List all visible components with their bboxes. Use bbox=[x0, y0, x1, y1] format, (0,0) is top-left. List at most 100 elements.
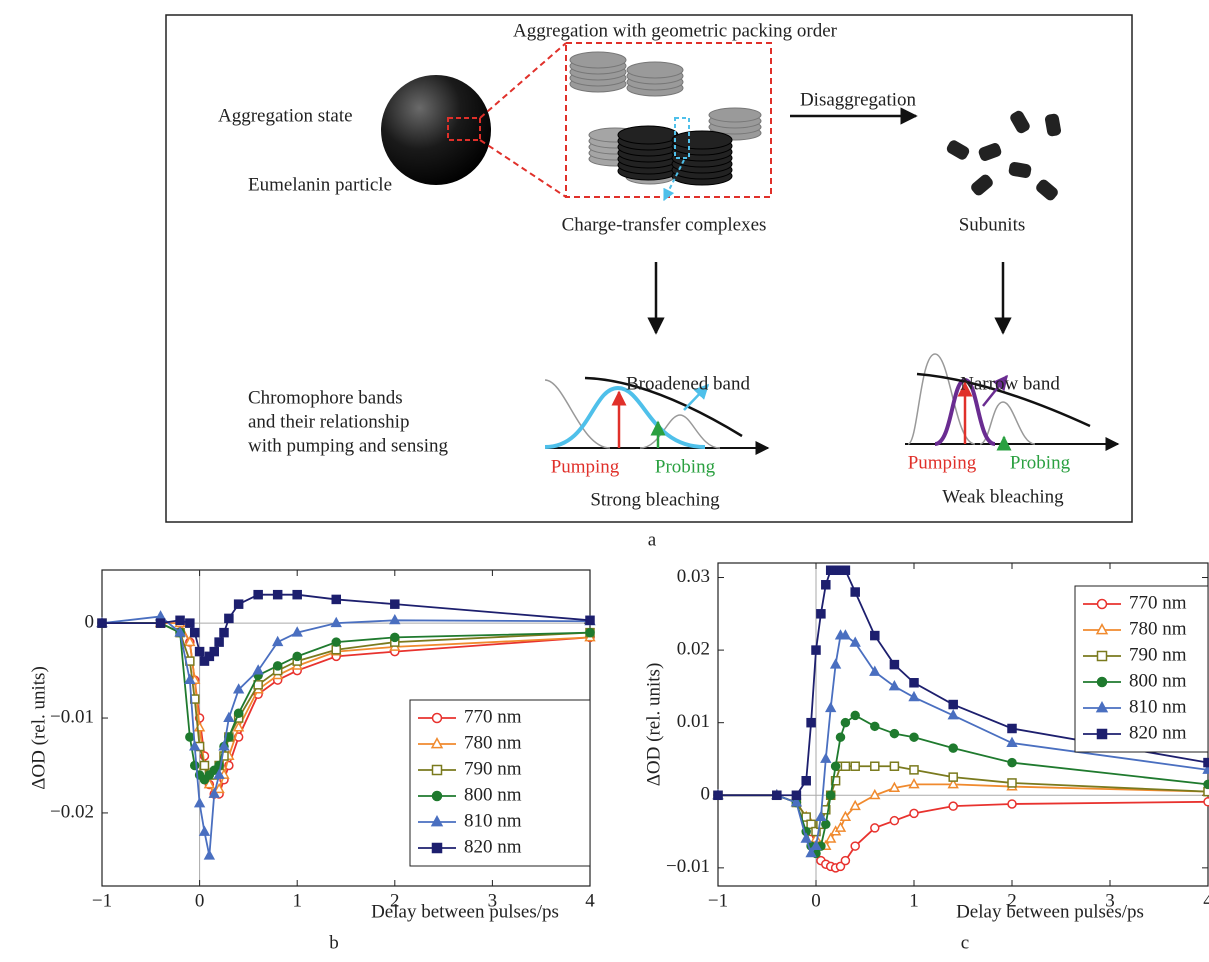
marker bbox=[194, 646, 205, 657]
label: Subunits bbox=[959, 214, 1026, 235]
legend-label: 770 nm bbox=[1129, 592, 1187, 613]
marker bbox=[208, 787, 220, 798]
y-tick-label: 0.02 bbox=[677, 638, 710, 659]
y-axis-label: ΔOD (rel. units) bbox=[643, 663, 664, 787]
legend-label: 780 nm bbox=[1129, 618, 1187, 639]
marker bbox=[193, 797, 206, 808]
y-tick-label: 0 bbox=[701, 784, 711, 805]
marker bbox=[889, 659, 900, 670]
panel-frame bbox=[165, 14, 1133, 523]
marker bbox=[330, 616, 342, 628]
marker bbox=[1095, 623, 1109, 635]
label: Chromophore bands bbox=[248, 387, 403, 408]
disc bbox=[617, 125, 679, 145]
marker bbox=[825, 701, 837, 713]
marker bbox=[840, 717, 851, 728]
label: Eumelanin particle bbox=[248, 174, 392, 195]
disc bbox=[671, 130, 733, 150]
marker bbox=[224, 613, 234, 624]
marker bbox=[189, 760, 200, 771]
marker bbox=[811, 826, 821, 837]
marker bbox=[829, 658, 842, 669]
marker bbox=[233, 599, 244, 609]
legend-label: 820 nm bbox=[464, 836, 522, 857]
marker bbox=[806, 717, 816, 728]
marker bbox=[232, 721, 245, 732]
marker bbox=[888, 680, 901, 691]
marker bbox=[870, 630, 880, 641]
marker bbox=[1007, 723, 1017, 734]
marker bbox=[909, 808, 919, 819]
x-tick-label: 2 bbox=[390, 890, 400, 911]
diagram: Aggregation with geometric packing order… bbox=[165, 14, 1133, 550]
marker bbox=[585, 627, 595, 638]
label: Probing bbox=[655, 456, 716, 477]
marker bbox=[185, 732, 195, 742]
label: Disaggregation bbox=[800, 89, 917, 110]
disc bbox=[569, 51, 627, 69]
label: with pumping and sensing bbox=[248, 435, 449, 456]
marker bbox=[889, 761, 900, 771]
legend-label: 800 nm bbox=[464, 784, 522, 805]
marker bbox=[214, 637, 224, 647]
x-tick-label: 1 bbox=[909, 890, 919, 911]
label: Probing bbox=[1010, 452, 1071, 473]
marker bbox=[218, 740, 230, 751]
label: Weak bleaching bbox=[942, 486, 1064, 507]
marker bbox=[1096, 598, 1108, 610]
subunit bbox=[1044, 113, 1062, 137]
legend-label: 810 nm bbox=[464, 810, 522, 831]
x-tick-label: −1 bbox=[92, 890, 112, 911]
marker bbox=[213, 768, 225, 779]
marker bbox=[800, 832, 812, 843]
marker bbox=[291, 626, 303, 637]
marker bbox=[909, 765, 919, 775]
marker bbox=[431, 712, 443, 724]
marker bbox=[825, 832, 837, 843]
band bbox=[639, 414, 721, 449]
marker bbox=[233, 708, 244, 719]
y-axis-label: ΔOD (rel. units) bbox=[28, 666, 49, 790]
marker bbox=[825, 790, 836, 801]
marker bbox=[185, 618, 195, 628]
marker bbox=[839, 629, 852, 640]
y-tick-label: 0 bbox=[85, 612, 95, 633]
zoom-line bbox=[479, 139, 567, 198]
subunit bbox=[1008, 161, 1032, 179]
marker bbox=[431, 842, 443, 854]
x-tick-label: −1 bbox=[708, 890, 728, 911]
marker bbox=[1007, 757, 1017, 768]
band bbox=[979, 401, 1036, 445]
marker bbox=[232, 683, 245, 694]
x-tick-label: 2 bbox=[1007, 890, 1017, 911]
pointer bbox=[663, 159, 685, 202]
marker bbox=[908, 690, 920, 702]
marker bbox=[1203, 779, 1209, 790]
y-tick-label: −0.01 bbox=[50, 706, 94, 727]
marker bbox=[174, 626, 186, 637]
label: Narrow band bbox=[960, 373, 1060, 394]
label: and their relationship bbox=[248, 411, 409, 432]
subunit bbox=[946, 140, 970, 160]
label: Pumping bbox=[551, 456, 620, 477]
marker bbox=[198, 825, 211, 836]
marker bbox=[223, 711, 235, 722]
marker bbox=[431, 790, 443, 802]
panel-label: a bbox=[648, 529, 657, 550]
marker bbox=[850, 841, 860, 851]
label: Charge-transfer complexes bbox=[562, 214, 767, 235]
highlight bbox=[674, 117, 690, 159]
panel-label: c bbox=[961, 932, 969, 953]
marker bbox=[850, 761, 860, 771]
marker bbox=[1096, 728, 1108, 740]
marker bbox=[889, 815, 900, 826]
marker bbox=[849, 799, 861, 811]
marker bbox=[253, 589, 263, 600]
band bbox=[544, 379, 611, 449]
marker bbox=[805, 846, 817, 858]
marker bbox=[816, 609, 826, 619]
marker bbox=[908, 778, 920, 789]
marker bbox=[292, 589, 302, 600]
marker bbox=[810, 839, 822, 851]
marker bbox=[948, 743, 958, 753]
